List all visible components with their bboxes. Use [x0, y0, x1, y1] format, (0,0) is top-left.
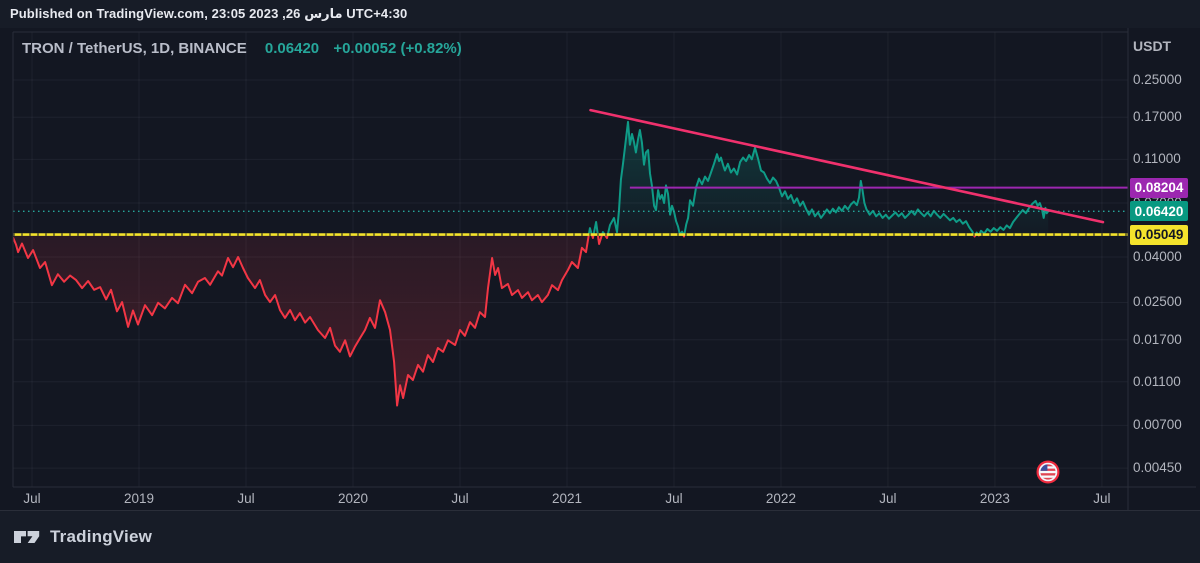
price-line-below-baseline: [13, 234, 985, 407]
published-bar: Published on TradingView.com, 23:05 2023…: [0, 0, 1200, 28]
price-axis-unit: USDT: [1133, 38, 1172, 54]
time-tick-label: 2023: [979, 491, 1010, 506]
time-tick-label: Jul: [451, 491, 469, 506]
time-tick-label: Jul: [1093, 491, 1111, 506]
price-axis[interactable]: USDT 0.250000.170000.110000.070000.04000…: [1128, 28, 1200, 511]
time-tick-label: 2019: [123, 491, 155, 506]
price-line-above-baseline: [587, 120, 1049, 235]
time-tick-label: 2021: [551, 491, 582, 506]
price-tick-label: 0.01100: [1133, 373, 1181, 389]
price-tick-label: 0.04000: [1133, 249, 1182, 265]
brand-name: TradingView: [50, 527, 153, 546]
time-tick-label: Jul: [879, 491, 897, 506]
last-price: 0.06420: [264, 40, 320, 57]
price-tick-label: 0.17000: [1133, 109, 1182, 125]
time-tick-label: 2022: [765, 491, 796, 506]
price-tick-label: 0.01700: [1133, 331, 1182, 347]
price-tick-label: 0.00450: [1133, 460, 1182, 476]
current-price-price-badge: 0.06420: [1130, 201, 1188, 222]
price-tick-label: 0.25000: [1133, 72, 1182, 88]
resistance-price-badge: 0.08204: [1130, 177, 1188, 198]
symbol-legend: TRON / TetherUS, 1D, BINANCE 0.06420 +0.…: [22, 40, 462, 57]
time-tick-label: Jul: [23, 491, 41, 506]
support-baseline-price-badge: 0.05049: [1130, 224, 1188, 245]
footer-bar: TradingView: [0, 511, 1200, 563]
area-fill-below-baseline: [13, 234, 980, 406]
tradingview-logo-icon: [14, 531, 40, 543]
descending-trendline[interactable]: [589, 108, 1105, 224]
area-fill-above-baseline: [13, 121, 1049, 235]
price-tick-label: 0.11000: [1133, 151, 1181, 167]
us-flag-event-icon[interactable]: [1036, 460, 1060, 484]
time-tick-label: 2020: [337, 491, 369, 506]
price-tick-label: 0.00700: [1133, 417, 1182, 433]
price-tick-label: 0.02500: [1133, 294, 1182, 310]
published-text: Published on TradingView.com, 23:05 2023…: [10, 6, 408, 21]
symbol-title: TRON / TetherUS, 1D, BINANCE: [22, 40, 247, 57]
time-tick-label: Jul: [237, 491, 255, 506]
price-change: +0.00052 (+0.82%): [333, 40, 462, 57]
time-axis[interactable]: Jul 2019 Jul 2020 Jul 2021 Jul 2022 Jul 2023 Jul: [0, 487, 1200, 511]
time-tick-label: Jul: [665, 491, 683, 506]
tradingview-logo-link[interactable]: TradingView: [14, 527, 152, 547]
